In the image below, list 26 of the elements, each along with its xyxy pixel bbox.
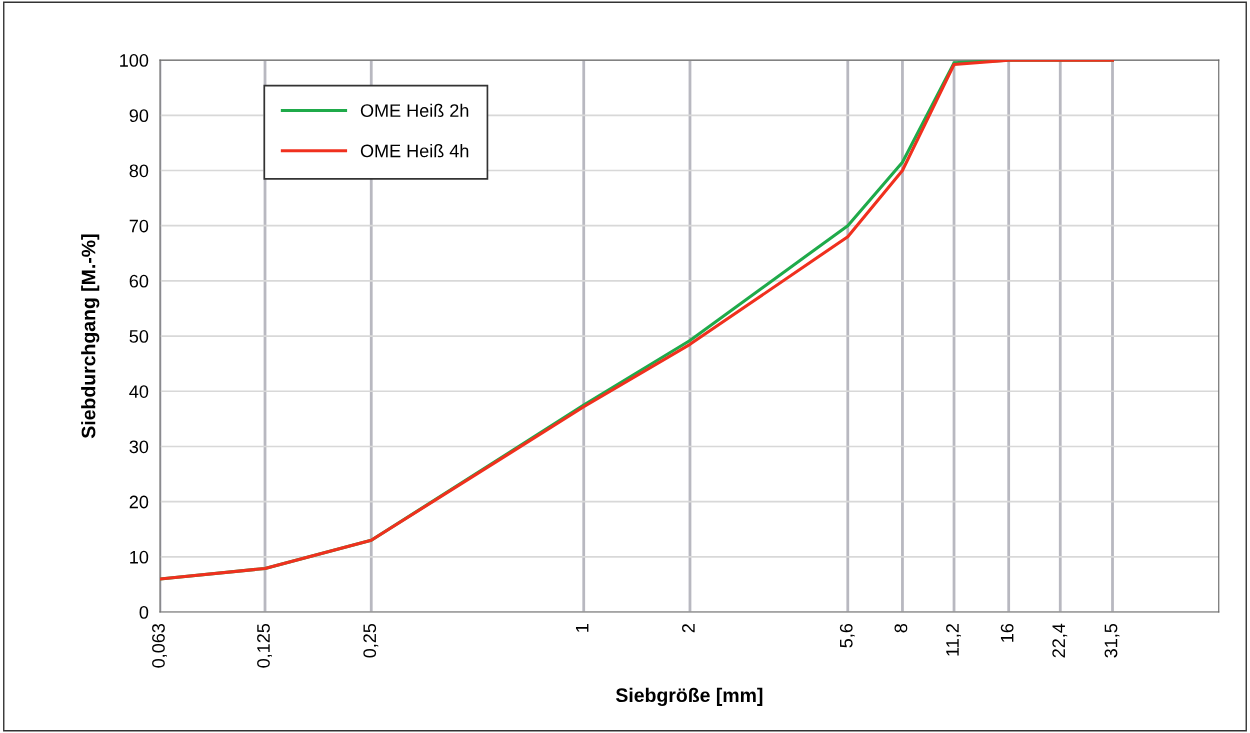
y-tick-label: 40 <box>129 385 149 398</box>
x-tick-label: 0,125 <box>257 623 272 668</box>
y-tick-label: 50 <box>129 330 149 343</box>
y-tick-label: 90 <box>129 109 149 123</box>
y-tick-label: 20 <box>129 495 149 509</box>
x-tick-label: 31,5 <box>1104 623 1120 658</box>
x-tick-label: 2 <box>682 624 695 633</box>
x-axis-title: Siebgröße [mm] <box>615 687 763 706</box>
x-tick-label: 11,2 <box>946 624 961 656</box>
y-tick-label: 70 <box>129 219 149 233</box>
y-axis-title: Siebdurchgang [M.-%] <box>81 234 100 439</box>
legend-label: OME Heiß 4h <box>360 144 469 158</box>
y-tick-label: 0 <box>139 605 149 619</box>
x-tick-label: 22,4 <box>1052 623 1068 658</box>
y-tick-label: 100 <box>120 54 149 67</box>
x-tick-label: 0,063 <box>152 623 167 668</box>
legend-label: OME Heiß 2h <box>360 103 469 118</box>
x-tick-label: 1 <box>575 624 589 632</box>
y-tick-label: 60 <box>129 274 149 288</box>
x-tick-label: 5,6 <box>839 623 855 648</box>
y-tick-label: 80 <box>129 164 149 178</box>
x-tick-label: 16 <box>1000 623 1014 642</box>
x-tick-label: 0,25 <box>363 623 379 658</box>
y-tick-label: 30 <box>129 440 149 454</box>
x-tick-label: 8 <box>894 623 908 633</box>
y-tick-label: 10 <box>130 550 149 564</box>
